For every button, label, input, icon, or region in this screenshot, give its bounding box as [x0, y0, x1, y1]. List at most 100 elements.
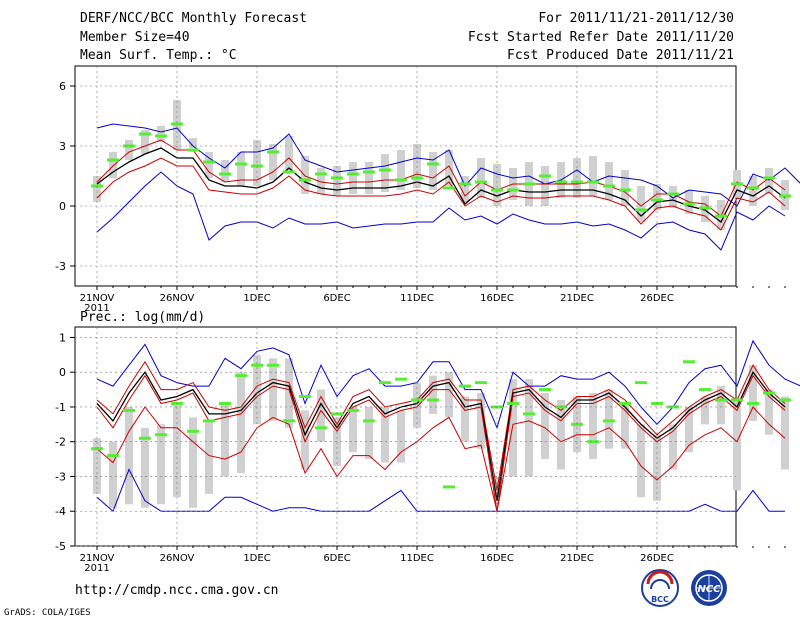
panel2-series-low_red [96, 406, 786, 512]
panel2-x-tick-label: 26DEC [640, 553, 674, 564]
panel1-x-tick-label: 21DEC [560, 293, 594, 304]
panel1-series-mean [96, 147, 786, 223]
panel1-y-tick-label: 0 [59, 200, 66, 213]
panel2-y-tick-label: -3 [55, 470, 66, 483]
panel2-range-box [477, 393, 485, 449]
panel2-range-box [237, 372, 245, 473]
panel1-range-box [125, 140, 133, 160]
panel2-range-box [781, 396, 789, 470]
panel1-x-tick-label: 26DEC [640, 293, 674, 304]
panel1-x-tick-label: 11DEC [400, 293, 434, 304]
panel2-range-box [461, 396, 469, 442]
panel2-range-box [509, 379, 517, 477]
panel2-range-box [253, 354, 261, 425]
panel2-y-tick-label: -5 [55, 540, 66, 553]
panel2-y-tick-label: -4 [55, 505, 66, 518]
panel1-range-box [461, 176, 469, 202]
panel1-range-box [589, 156, 597, 196]
panel1-range-box [205, 152, 213, 178]
forecast-start-date: Fcst Started Refer Date 2011/11/20 [467, 30, 734, 45]
panel2-range-box [109, 441, 117, 508]
panel1-range-box [477, 158, 485, 198]
panel1-range-box [669, 186, 677, 208]
panel1-x-tick-label: 21NOV [80, 293, 115, 304]
grads-credit: GrADS: COLA/IGES [4, 608, 91, 618]
panel2-x-tick-label: 26NOV [160, 553, 195, 564]
panel1-range-box [365, 162, 373, 194]
panel1-range-box [221, 160, 229, 182]
panel2-y-tick-label: 1 [59, 331, 66, 344]
panel1-range-box [749, 176, 757, 206]
panel2-range-box [669, 424, 677, 470]
panel1-x-tick-label: 6DEC [323, 293, 350, 304]
panel2-range-box [717, 386, 725, 425]
panel1-x-tick-label: 1DEC [243, 293, 270, 304]
panel1-x-tick-label: 16DEC [480, 293, 514, 304]
chart-title: DERF/NCC/BCC Monthly Forecast [80, 11, 307, 26]
panel1-range-box [637, 186, 645, 222]
panel1-series-min [96, 171, 786, 251]
panel2-range-box [493, 476, 501, 498]
panel2-series-min [96, 468, 785, 513]
forecast-produced-date: Fcst Produced Date 2011/11/21 [507, 48, 734, 63]
panel2-series-max [96, 339, 800, 430]
svg-text:NCC: NCC [697, 584, 721, 595]
forecast-period: For 2011/11/21-2011/12/30 [538, 11, 734, 26]
panel1-range-box [605, 162, 613, 200]
panel2-range-box [173, 403, 181, 498]
panel2-range-box [541, 393, 549, 460]
panel2-range-box [125, 406, 133, 505]
panel2-range-box [381, 406, 389, 463]
panel2-variable: Prec.: log(mm/d) [80, 310, 206, 325]
panel1-range-box [285, 136, 293, 170]
panel2-range-box [285, 358, 293, 428]
panel2-year-label: 2011 [84, 563, 109, 574]
panel2-x-tick-label: 1DEC [243, 553, 270, 564]
panel2-range-box [205, 420, 213, 494]
panel1-range-box [141, 130, 149, 154]
panel1-y-tick-label: -3 [55, 260, 66, 273]
panel1-range-box [349, 162, 357, 194]
panel1-range-box [109, 152, 117, 178]
panel2-range-box [445, 372, 453, 418]
panel1-range-box [301, 156, 309, 194]
panel2-range-box [317, 389, 325, 442]
panel2-x-tick-label: 6DEC [323, 553, 350, 564]
panel2-range-box [557, 400, 565, 470]
source-url[interactable]: http://cmdp.ncc.cma.gov.cn [75, 583, 279, 598]
panel2-range-box [733, 400, 741, 491]
panel2-y-tick-label: 0 [59, 366, 66, 379]
panel2-x-tick-label: 21DEC [560, 553, 594, 564]
panel2-range-box [189, 417, 197, 508]
panel2-range-box [269, 358, 277, 421]
panel2-y-tick-label: -2 [55, 436, 66, 449]
panel2-range-box [349, 406, 357, 453]
panel2-x-tick-label: 11DEC [400, 553, 434, 564]
panel1-range-box [269, 144, 277, 180]
panel2-x-tick-label: 21NOV [80, 553, 115, 564]
panel2-range-box [765, 389, 773, 435]
panel1-range-box [381, 154, 389, 192]
panel1-range-box [157, 126, 165, 142]
panel2-range-box [637, 424, 645, 498]
panel1-range-box [93, 176, 101, 202]
panel2-x-tick-label: 16DEC [480, 553, 514, 564]
panel1-range-box [189, 138, 197, 148]
panel1-range-box [765, 168, 773, 194]
panel1-plot-frame [74, 65, 737, 287]
panel2-range-box [589, 393, 597, 460]
panel1-variable: Mean Surf. Temp.: °C [80, 48, 237, 63]
panel1-year-label: 2011 [84, 303, 109, 314]
panel2-range-box [301, 410, 309, 470]
panel2-range-box [365, 406, 373, 460]
panel2-range-box [701, 396, 709, 425]
panel2-range-box [525, 379, 533, 477]
panel2-range-box [685, 406, 693, 453]
panel1-range-box [317, 168, 325, 194]
panel2-series-upper [96, 360, 786, 491]
logos: BCC NCC [641, 569, 727, 607]
panel1-range-box [541, 166, 549, 206]
panel2-range-box [397, 410, 405, 463]
panel1-range-box [397, 150, 405, 190]
panel2-range-box [749, 365, 757, 421]
